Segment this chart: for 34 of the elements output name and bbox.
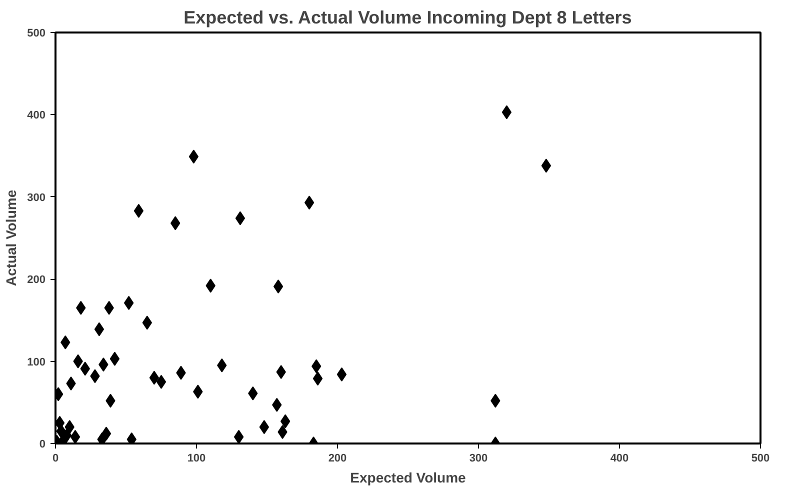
x-tick-label: 400	[610, 452, 629, 464]
x-tick-label: 500	[751, 452, 770, 464]
point	[541, 158, 552, 173]
point	[304, 196, 314, 210]
x-tick-label: 0	[52, 452, 59, 464]
point	[70, 430, 80, 444]
chart-title: Expected vs. Actual Volume Incoming Dept 8 Letters	[184, 8, 632, 28]
point	[502, 105, 512, 120]
point	[312, 372, 323, 386]
y-tick-label: 300	[27, 192, 46, 204]
point	[188, 150, 199, 164]
x-axis-title: Expected Volume	[350, 470, 466, 486]
point	[134, 204, 144, 218]
x-tick-label: 100	[187, 452, 206, 464]
point	[124, 296, 134, 310]
point	[94, 322, 104, 336]
point	[280, 414, 290, 428]
y-tick-label: 0	[39, 438, 46, 450]
x-tick-label: 200	[328, 452, 347, 464]
point	[110, 352, 120, 366]
y-tick-label: 200	[27, 274, 46, 286]
point	[149, 370, 160, 385]
y-axis-title: Actual Volume	[3, 190, 20, 286]
point	[101, 426, 112, 441]
y-tick-label: 500	[27, 28, 46, 40]
y-tick-label: 400	[27, 110, 46, 122]
point	[234, 430, 244, 444]
point	[259, 420, 270, 434]
point	[273, 280, 284, 294]
point	[156, 374, 166, 389]
x-tick-label: 300	[469, 452, 488, 464]
point	[336, 367, 347, 382]
y-tick-label: 100	[27, 356, 46, 368]
point	[235, 211, 246, 226]
